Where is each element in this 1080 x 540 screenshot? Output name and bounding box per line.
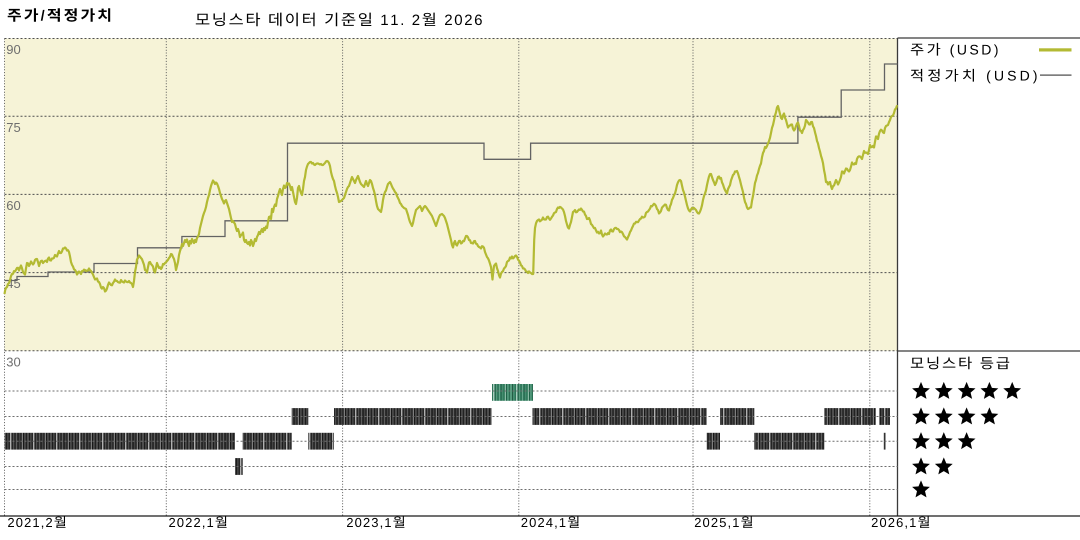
svg-text:75: 75 xyxy=(6,120,20,135)
svg-text:90: 90 xyxy=(6,42,20,57)
svg-text:60: 60 xyxy=(6,198,20,213)
svg-text:30: 30 xyxy=(6,354,20,369)
